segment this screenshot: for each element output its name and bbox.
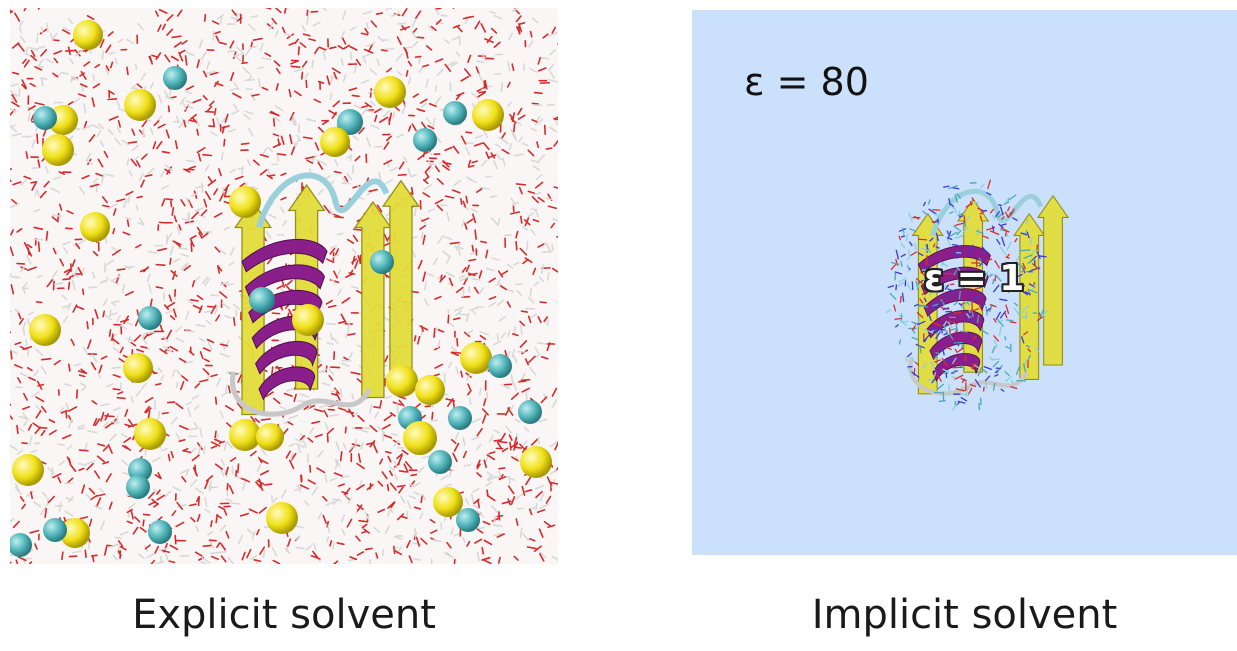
implicit-solvent-caption: Implicit solvent <box>811 592 1118 638</box>
explicit-solvent-panel <box>10 8 558 564</box>
implicit-protein-cartoon <box>908 188 1070 396</box>
side-chain-sticks <box>885 179 1049 411</box>
explicit-solvent-molecular-view <box>10 8 558 564</box>
ion-spheres <box>10 20 552 557</box>
water-molecules <box>10 8 558 564</box>
explicit-protein-cartoon <box>230 172 421 417</box>
implicit-solvent-panel: ε = 80 ε = 1 <box>692 10 1237 555</box>
outer-dielectric-label: ε = 80 <box>744 60 869 104</box>
explicit-solvent-caption: Explicit solvent <box>132 592 436 638</box>
implicit-solvent-molecular-view <box>885 179 1070 411</box>
inner-dielectric-label: ε = 1 <box>924 258 1025 299</box>
